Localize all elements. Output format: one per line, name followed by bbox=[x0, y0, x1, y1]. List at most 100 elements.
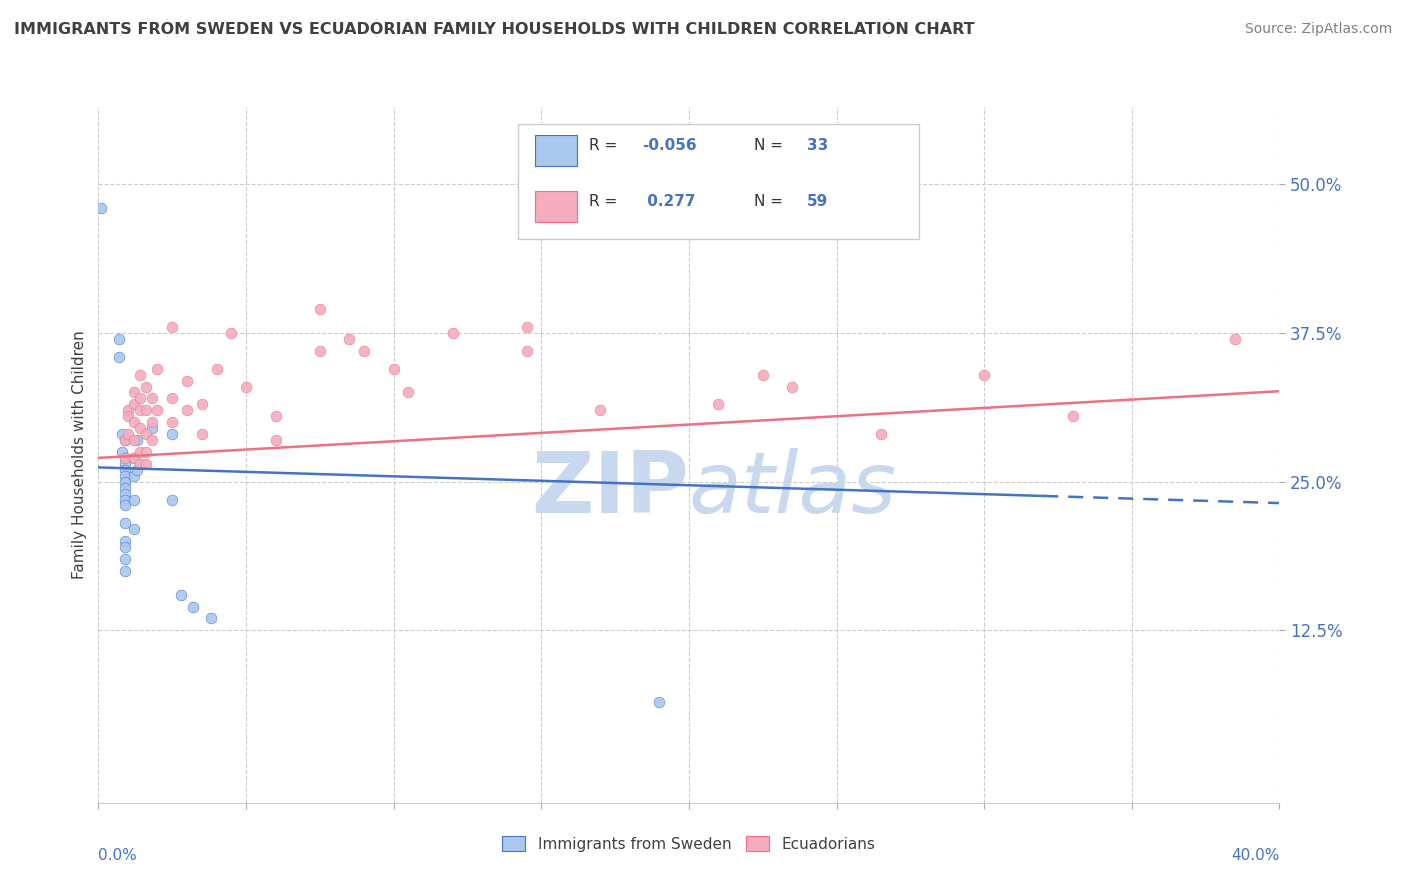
Point bbox=[176, 403, 198, 417]
Point bbox=[515, 320, 537, 334]
Point bbox=[200, 611, 222, 625]
Point bbox=[108, 332, 131, 346]
Point bbox=[122, 492, 145, 507]
Point bbox=[117, 409, 139, 424]
Point bbox=[648, 695, 671, 709]
Text: -0.056: -0.056 bbox=[641, 138, 696, 153]
Text: 59: 59 bbox=[807, 194, 828, 209]
Point bbox=[1298, 379, 1320, 393]
Point bbox=[117, 427, 139, 442]
Point bbox=[122, 450, 145, 465]
Y-axis label: Family Households with Children: Family Households with Children bbox=[72, 331, 87, 579]
Text: 40.0%: 40.0% bbox=[1232, 848, 1279, 863]
Text: R =: R = bbox=[589, 138, 621, 153]
Point bbox=[114, 499, 136, 513]
Point bbox=[396, 385, 419, 400]
Point bbox=[589, 403, 612, 417]
Point bbox=[181, 599, 204, 614]
Point bbox=[122, 415, 145, 429]
Point bbox=[114, 492, 136, 507]
Point bbox=[135, 457, 157, 471]
Point bbox=[162, 427, 183, 442]
Point bbox=[108, 350, 131, 364]
Point bbox=[162, 415, 183, 429]
Point bbox=[90, 201, 112, 215]
Point bbox=[191, 397, 214, 411]
Point bbox=[117, 403, 139, 417]
Point bbox=[114, 534, 136, 549]
Point bbox=[264, 433, 287, 447]
Point bbox=[128, 392, 150, 406]
FancyBboxPatch shape bbox=[536, 135, 576, 166]
Text: N =: N = bbox=[754, 138, 787, 153]
Point bbox=[973, 368, 995, 382]
Point bbox=[170, 588, 193, 602]
Point bbox=[122, 522, 145, 536]
Point bbox=[114, 564, 136, 578]
Point bbox=[135, 427, 157, 442]
Point bbox=[128, 457, 150, 471]
Point bbox=[135, 445, 157, 459]
Text: IMMIGRANTS FROM SWEDEN VS ECUADORIAN FAMILY HOUSEHOLDS WITH CHILDREN CORRELATION: IMMIGRANTS FROM SWEDEN VS ECUADORIAN FAM… bbox=[14, 22, 974, 37]
Point bbox=[264, 409, 287, 424]
Point bbox=[125, 433, 148, 447]
Text: N =: N = bbox=[754, 194, 787, 209]
Point bbox=[219, 326, 242, 340]
Text: atlas: atlas bbox=[689, 448, 897, 532]
Point bbox=[205, 361, 228, 376]
Point bbox=[114, 450, 136, 465]
Point bbox=[125, 463, 148, 477]
Point bbox=[111, 427, 134, 442]
Point bbox=[114, 463, 136, 477]
Point bbox=[135, 379, 157, 393]
Point bbox=[122, 385, 145, 400]
Point bbox=[869, 427, 891, 442]
Point bbox=[114, 468, 136, 483]
Point bbox=[382, 361, 405, 376]
Point bbox=[114, 433, 136, 447]
Point bbox=[707, 397, 730, 411]
Point bbox=[128, 403, 150, 417]
Point bbox=[122, 468, 145, 483]
Text: 0.277: 0.277 bbox=[641, 194, 695, 209]
Point bbox=[122, 450, 145, 465]
Point bbox=[235, 379, 257, 393]
Point bbox=[114, 540, 136, 554]
Point bbox=[114, 457, 136, 471]
Text: 33: 33 bbox=[807, 138, 828, 153]
Text: 0.0%: 0.0% bbox=[98, 848, 138, 863]
Point bbox=[114, 433, 136, 447]
Point bbox=[309, 302, 332, 317]
Point bbox=[146, 403, 169, 417]
Point bbox=[122, 397, 145, 411]
Point bbox=[176, 374, 198, 388]
Text: ZIP: ZIP bbox=[531, 448, 689, 532]
Point bbox=[782, 379, 804, 393]
Point bbox=[146, 361, 169, 376]
Point bbox=[114, 552, 136, 566]
Point bbox=[141, 392, 163, 406]
Point bbox=[114, 450, 136, 465]
Point bbox=[441, 326, 464, 340]
Point bbox=[128, 445, 150, 459]
Point bbox=[122, 433, 145, 447]
Point bbox=[141, 415, 163, 429]
Point bbox=[751, 368, 773, 382]
Point bbox=[135, 403, 157, 417]
Point bbox=[337, 332, 360, 346]
Point bbox=[141, 421, 163, 435]
Point bbox=[162, 392, 183, 406]
Point bbox=[128, 368, 150, 382]
FancyBboxPatch shape bbox=[517, 124, 920, 239]
Legend: Immigrants from Sweden, Ecuadorians: Immigrants from Sweden, Ecuadorians bbox=[496, 830, 882, 858]
Text: Source: ZipAtlas.com: Source: ZipAtlas.com bbox=[1244, 22, 1392, 37]
Point bbox=[162, 320, 183, 334]
Text: R =: R = bbox=[589, 194, 621, 209]
Point bbox=[309, 343, 332, 358]
Point bbox=[191, 427, 214, 442]
Point bbox=[162, 492, 183, 507]
Point bbox=[515, 343, 537, 358]
Point bbox=[1223, 332, 1246, 346]
Point bbox=[114, 481, 136, 495]
Point bbox=[128, 421, 150, 435]
